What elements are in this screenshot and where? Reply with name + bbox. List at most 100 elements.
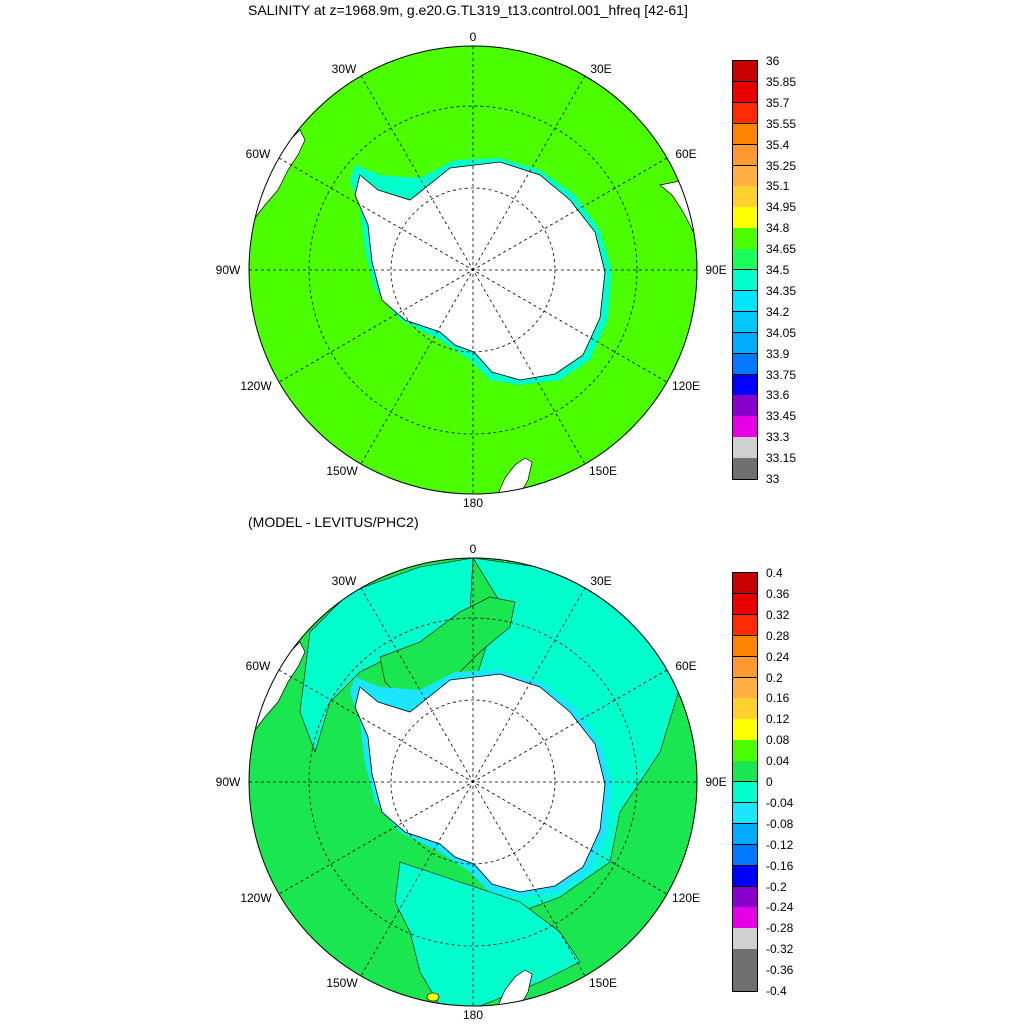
colorbar-level-label: 35.4 xyxy=(766,137,790,152)
colorbar-segment xyxy=(733,207,757,229)
colorbar-frame xyxy=(732,60,758,480)
lon-label-0: 0 xyxy=(470,30,477,44)
colorbar-segment xyxy=(733,740,757,762)
colorbar-level-label: 0.36 xyxy=(766,586,790,601)
colorbar-segment xyxy=(733,186,757,208)
colorbar-segment xyxy=(733,782,757,804)
colorbar-segment xyxy=(733,290,757,313)
colorbar-segment xyxy=(733,949,757,971)
lon-label-30e: 30E xyxy=(590,62,611,76)
colorbar-segment xyxy=(733,698,757,720)
colorbar-level-label: 36 xyxy=(766,54,780,68)
colorbar-segment xyxy=(733,656,757,678)
lon-label-90w: 90W xyxy=(216,775,241,789)
colorbar-segment xyxy=(733,437,757,459)
colorbar-level-label: 0.08 xyxy=(766,733,790,748)
colorbar-segment xyxy=(733,374,757,396)
colorbar-level-label: 0.32 xyxy=(766,607,790,622)
lon-label-150w: 150W xyxy=(326,976,358,990)
colorbar-segment xyxy=(733,928,757,950)
lon-label-90w: 90W xyxy=(216,263,241,277)
antarctica-landmass xyxy=(354,161,606,381)
colorbar-segment xyxy=(733,458,757,480)
colorbar-segment xyxy=(733,81,757,104)
colorbar-segment xyxy=(733,123,757,146)
colorbar-level-label: 34.35 xyxy=(766,283,797,298)
lon-label-60e: 60E xyxy=(675,659,696,673)
colorbar-level-label: -0.04 xyxy=(766,795,794,810)
colorbar-segment xyxy=(733,395,757,417)
colorbar-segment xyxy=(733,614,757,637)
colorbar-level-label: -0.4 xyxy=(766,984,787,998)
lon-label-90e: 90E xyxy=(705,775,726,789)
colorbar-segment xyxy=(733,677,757,699)
colorbar-segment xyxy=(733,332,757,355)
lon-label-90e: 90E xyxy=(705,263,726,277)
lon-label-120w: 120W xyxy=(240,891,272,905)
colorbar-segment xyxy=(733,593,757,616)
colorbar-level-label: 0.24 xyxy=(766,649,790,664)
colorbar-level-label: 33 xyxy=(766,472,780,486)
colorbar-segment xyxy=(733,573,757,595)
colorbar-segment xyxy=(733,719,757,741)
colorbar-frame xyxy=(732,572,758,992)
antarctica-landmass xyxy=(354,673,606,893)
colorbar-level-label: 35.1 xyxy=(766,179,790,194)
colorbar-level-label: -0.16 xyxy=(766,858,794,873)
colorbar-level-label: 33.45 xyxy=(766,409,797,424)
longitude-labels: 0 30E 60E 90E 120E 150E 180 150W 120W 90… xyxy=(216,30,727,510)
colorbar-level-label: 34.2 xyxy=(766,304,790,319)
colorbar-segment xyxy=(733,761,757,783)
colorbar-level-label: 33.15 xyxy=(766,451,797,466)
colorbar-segment xyxy=(733,886,757,908)
colorbar-level-label: 0.28 xyxy=(766,628,790,643)
lon-label-150w: 150W xyxy=(326,464,358,478)
colorbar-segment xyxy=(733,353,757,375)
colorbar-level-label: 34.05 xyxy=(766,325,797,340)
colorbar-level-label: -0.24 xyxy=(766,900,794,915)
colorbar-segment xyxy=(733,311,757,334)
colorbar-level-label: 35.55 xyxy=(766,116,797,131)
colorbar-segment xyxy=(733,270,757,292)
longitude-labels: 0 30E 60E 90E 120E 150E 180 150W 120W 90… xyxy=(216,542,727,1022)
lon-label-60w: 60W xyxy=(246,659,271,673)
lon-label-30e: 30E xyxy=(590,574,611,588)
colorbar-level-label: 35.25 xyxy=(766,158,797,173)
bottom-polar-map: 0 30E 60E 90E 120E 150E 180 150W 120W 90… xyxy=(216,542,727,1022)
colorbar-level-label: -0.32 xyxy=(766,942,794,957)
colorbar-level-label: 0.4 xyxy=(766,566,783,580)
colorbar-level-label: 34.8 xyxy=(766,221,790,236)
lon-label-0: 0 xyxy=(470,542,477,556)
colorbar-level-label: 34.5 xyxy=(766,263,790,277)
colorbar-segment xyxy=(733,635,757,658)
lon-label-180: 180 xyxy=(463,1008,483,1022)
colorbar-segment xyxy=(733,823,757,846)
colorbar-segment xyxy=(733,865,757,887)
colorbar-segment xyxy=(733,61,757,83)
colorbar-level-label: -0.28 xyxy=(766,921,794,936)
colorbar-level-label: -0.08 xyxy=(766,816,794,831)
colorbar-level-label: 33.75 xyxy=(766,367,797,382)
colorbar-level-label: 0.12 xyxy=(766,712,790,727)
lon-label-150e: 150E xyxy=(589,464,617,478)
top-polar-map: 0 30E 60E 90E 120E 150E 180 150W 120W 90… xyxy=(216,30,727,510)
positive-anomaly-spot xyxy=(426,992,440,1002)
lon-label-60e: 60E xyxy=(675,147,696,161)
colorbar-level-label: 0.04 xyxy=(766,754,790,769)
colorbar-level-label: -0.36 xyxy=(766,963,794,978)
colorbar-segment xyxy=(733,907,757,929)
colorbar-level-label: -0.2 xyxy=(766,879,787,894)
lon-label-120e: 120E xyxy=(672,891,700,905)
colorbar-segment xyxy=(733,802,757,825)
colorbar-segment xyxy=(733,844,757,867)
lon-label-60w: 60W xyxy=(246,147,271,161)
colorbar-level-label: 34.95 xyxy=(766,200,797,215)
colorbar-level-label: 33.6 xyxy=(766,388,790,403)
colorbar-level-label: 0.2 xyxy=(766,670,783,685)
colorbar-segment xyxy=(733,144,757,166)
colorbar-segment xyxy=(733,165,757,187)
colorbar-segment xyxy=(733,228,757,250)
lon-label-30w: 30W xyxy=(332,62,357,76)
top-panel-title: SALINITY at z=1968.9m, g.e20.G.TL319_t13… xyxy=(248,2,688,18)
colorbar-level-label: 35.85 xyxy=(766,74,797,89)
